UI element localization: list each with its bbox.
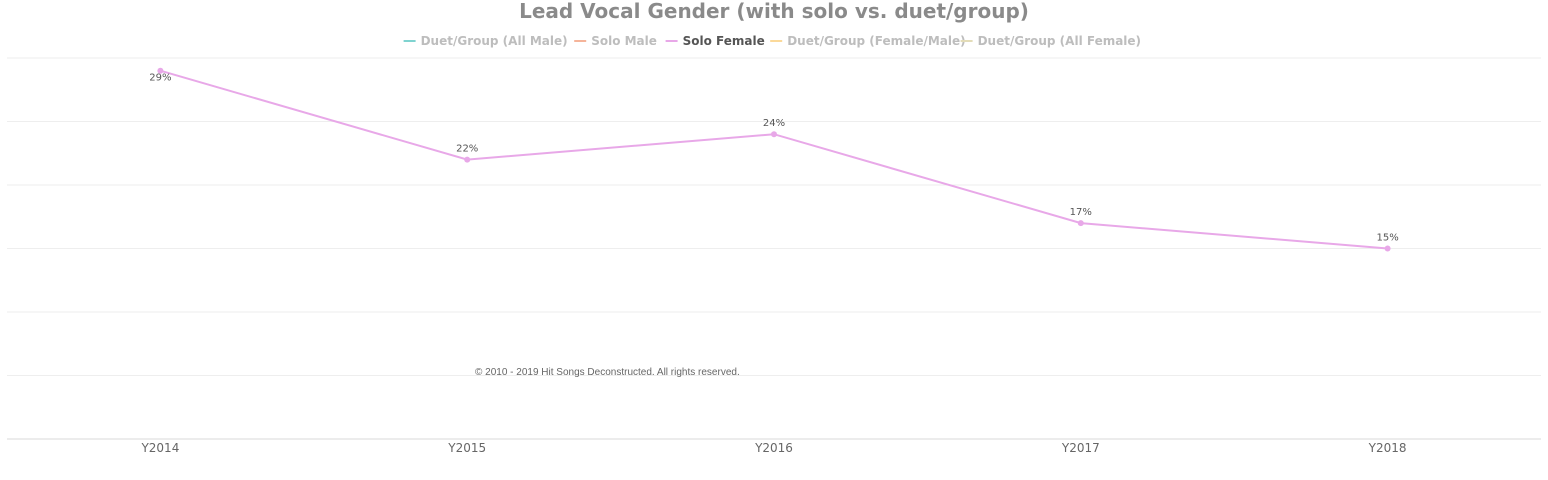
x-tick-label: Y2016 xyxy=(754,441,793,455)
x-tick-label: Y2017 xyxy=(1061,441,1100,455)
x-axis-ticks: Y2014 Y2015 Y2016 Y2017 Y2018 xyxy=(140,441,1406,455)
x-tick-label: Y2015 xyxy=(447,441,486,455)
series-line xyxy=(160,69,1388,250)
legend: Duet/Group (All Male) Solo Male Solo Femal… xyxy=(403,34,1141,48)
legend-label: Solo Female xyxy=(683,34,765,48)
legend-item[interactable]: Solo Male xyxy=(574,34,657,48)
x-tick-label: Y2018 xyxy=(1368,441,1407,455)
legend-label: Duet/Group (All Male) xyxy=(421,34,568,48)
legend-item[interactable]: Duet/Group (All Female) xyxy=(960,34,1141,48)
legend-label: Duet/Group (All Female) xyxy=(978,34,1141,48)
data-point[interactable] xyxy=(157,67,164,74)
legend-label: Duet/Group (Female/Male) xyxy=(787,34,965,48)
gridlines xyxy=(7,57,1541,376)
data-label: 24% xyxy=(763,118,785,129)
legend-item[interactable]: Duet/Group (All Male) xyxy=(403,34,568,48)
data-label: 17% xyxy=(1070,207,1092,218)
data-point[interactable] xyxy=(771,131,777,138)
data-label: 29% xyxy=(149,73,171,84)
copyright-credit: © 2010 - 2019 Hit Songs Deconstructed. A… xyxy=(475,367,740,378)
data-point[interactable] xyxy=(464,156,471,163)
data-label: 22% xyxy=(456,144,478,155)
chart-title: Lead Vocal Gender (with solo vs. duet/gr… xyxy=(519,0,1029,23)
data-point[interactable] xyxy=(1077,220,1084,227)
x-tick-label: Y2014 xyxy=(140,441,179,455)
data-point[interactable] xyxy=(1384,245,1391,252)
data-label: 15% xyxy=(1376,233,1398,244)
legend-item[interactable]: Solo Female xyxy=(665,34,765,48)
legend-item[interactable]: Duet/Group (Female/Male) xyxy=(770,34,966,48)
legend-label: Solo Male xyxy=(591,34,657,48)
series-layer: 29% 22% 24% 17% 15% xyxy=(149,67,1399,252)
